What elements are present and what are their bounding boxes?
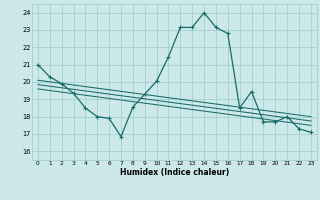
X-axis label: Humidex (Indice chaleur): Humidex (Indice chaleur) [120,168,229,177]
